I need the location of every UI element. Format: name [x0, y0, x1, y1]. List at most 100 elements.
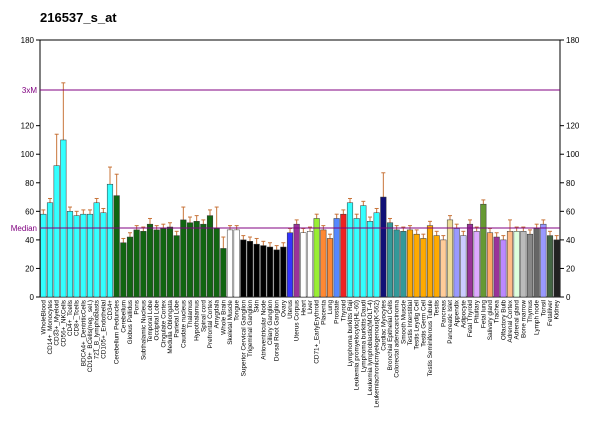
x-tick-label: Smooth Muscle	[400, 300, 407, 344]
bar	[386, 222, 394, 298]
bar	[240, 239, 247, 298]
x-tick-label: Occipital Lobe	[154, 300, 161, 341]
x-tick-label: CD19+_BCells(neg._sel.)	[87, 300, 94, 372]
bar	[106, 183, 114, 298]
x-tick-label: Lymphoma burkitts Raji	[347, 300, 354, 367]
x-tick-label: Ciliary Ganglion	[267, 300, 274, 346]
x-tick-label: Lymph node	[534, 300, 541, 335]
x-tick-label: Tongue	[234, 300, 241, 321]
bar	[413, 233, 420, 298]
x-tick-label: Kidney	[554, 299, 561, 319]
x-tick-label: Salivary gland	[487, 300, 494, 341]
bar	[146, 223, 154, 298]
x-tick-label: Cardiac Myocytes	[380, 300, 387, 351]
y2-tick-label: 80	[566, 179, 575, 188]
bar	[200, 223, 207, 298]
x-tick-label: Thalamus	[187, 300, 194, 328]
bar	[533, 228, 540, 298]
bar	[506, 231, 514, 298]
bar	[546, 235, 554, 298]
x-tick-label: CD8+_Tcells	[74, 300, 81, 336]
bar	[273, 249, 280, 298]
x-tick-label: Caudate nucleus	[180, 300, 187, 348]
bar	[100, 212, 107, 298]
bar	[426, 225, 434, 298]
x-tick-label: CD4+_Tcells	[67, 300, 74, 336]
bar	[373, 212, 380, 298]
bar	[126, 236, 134, 298]
bar	[520, 231, 527, 298]
bar	[220, 248, 227, 298]
x-tick-label: Fetalliver	[547, 299, 554, 326]
x-tick-label: Uterus	[287, 300, 294, 319]
bar	[140, 231, 147, 298]
bar	[360, 205, 367, 298]
bar	[80, 213, 87, 298]
x-tick-label: Pancreas	[440, 300, 447, 327]
bar	[260, 245, 267, 298]
bar	[313, 218, 320, 298]
bar	[66, 211, 74, 298]
x-tick-label: Dorsal Root Ganglion	[274, 300, 281, 362]
x-tick-label: Bronchial Epithelial Cells	[387, 300, 394, 370]
x-tick-label: Testis Interstitial	[407, 300, 414, 345]
x-tick-label: Trigeminal Ganglion	[247, 300, 254, 357]
bar	[246, 241, 254, 298]
bar	[366, 221, 374, 298]
x-tick-label: CD71+_EarlyErythroid	[314, 300, 321, 364]
bar	[433, 235, 440, 298]
x-tick-label: BDCA4+_DentriticCells	[80, 300, 87, 366]
chart-title: 216537_s_at	[40, 10, 117, 25]
bar	[286, 232, 294, 298]
x-tick-label: Globus Pallidus	[127, 300, 134, 344]
bar	[453, 228, 460, 298]
bar	[233, 229, 240, 298]
bar	[46, 202, 54, 298]
bar	[206, 215, 214, 298]
x-tick-label: Heart	[300, 300, 307, 316]
x-tick-label: Whole Brain	[220, 300, 227, 335]
x-tick-label: Prefrontal Cortex	[207, 299, 214, 348]
y2-tick-label: 100	[566, 150, 580, 159]
bar	[400, 231, 407, 298]
bar	[380, 196, 387, 298]
x-tick-label: Temporal Lobe	[147, 300, 154, 343]
x-tick-label: Parietal Lobe	[174, 300, 181, 338]
y-tick-label: 20	[25, 264, 34, 273]
x-tick-label: Trachea	[494, 300, 501, 324]
bar	[226, 229, 234, 298]
y2-tick-label: 60	[566, 207, 575, 216]
bar	[540, 223, 547, 298]
x-tick-label: Skin	[254, 300, 261, 313]
x-tick-label: Testis Seminiferous Tubule	[427, 300, 434, 377]
x-tick-label: Placenta	[320, 300, 327, 325]
x-tick-label: Testis Leydig Cell	[414, 300, 421, 350]
bar	[333, 218, 340, 298]
plot-frame	[39, 39, 561, 298]
bar	[480, 203, 487, 298]
y-tick-label: 40	[25, 236, 34, 245]
x-tick-label: Testis	[434, 300, 441, 316]
bar	[466, 223, 474, 298]
x-tick-label: Cingulate Cortex	[160, 299, 167, 347]
bar	[113, 195, 120, 298]
x-tick-label: Leukemia lymphoblastic(MOLT-4)	[367, 300, 374, 395]
bar	[186, 222, 194, 298]
bar	[473, 231, 480, 298]
bar	[280, 246, 287, 298]
x-tick-label: Fetal Thyroid	[467, 300, 474, 338]
reference-label: Median	[11, 224, 37, 233]
bar	[193, 221, 200, 298]
x-tick-label: Pancreatic Islet	[447, 300, 454, 344]
x-tick-label: Lung	[327, 300, 334, 315]
x-tick-label: Bone marrow	[520, 300, 527, 338]
bar	[500, 239, 507, 298]
x-tick-label: Fetal lung	[480, 300, 487, 329]
bar	[526, 233, 534, 298]
bar	[86, 213, 94, 298]
x-tick-label: Spinal cord	[200, 300, 207, 332]
bar	[346, 202, 354, 298]
bar	[486, 232, 494, 298]
